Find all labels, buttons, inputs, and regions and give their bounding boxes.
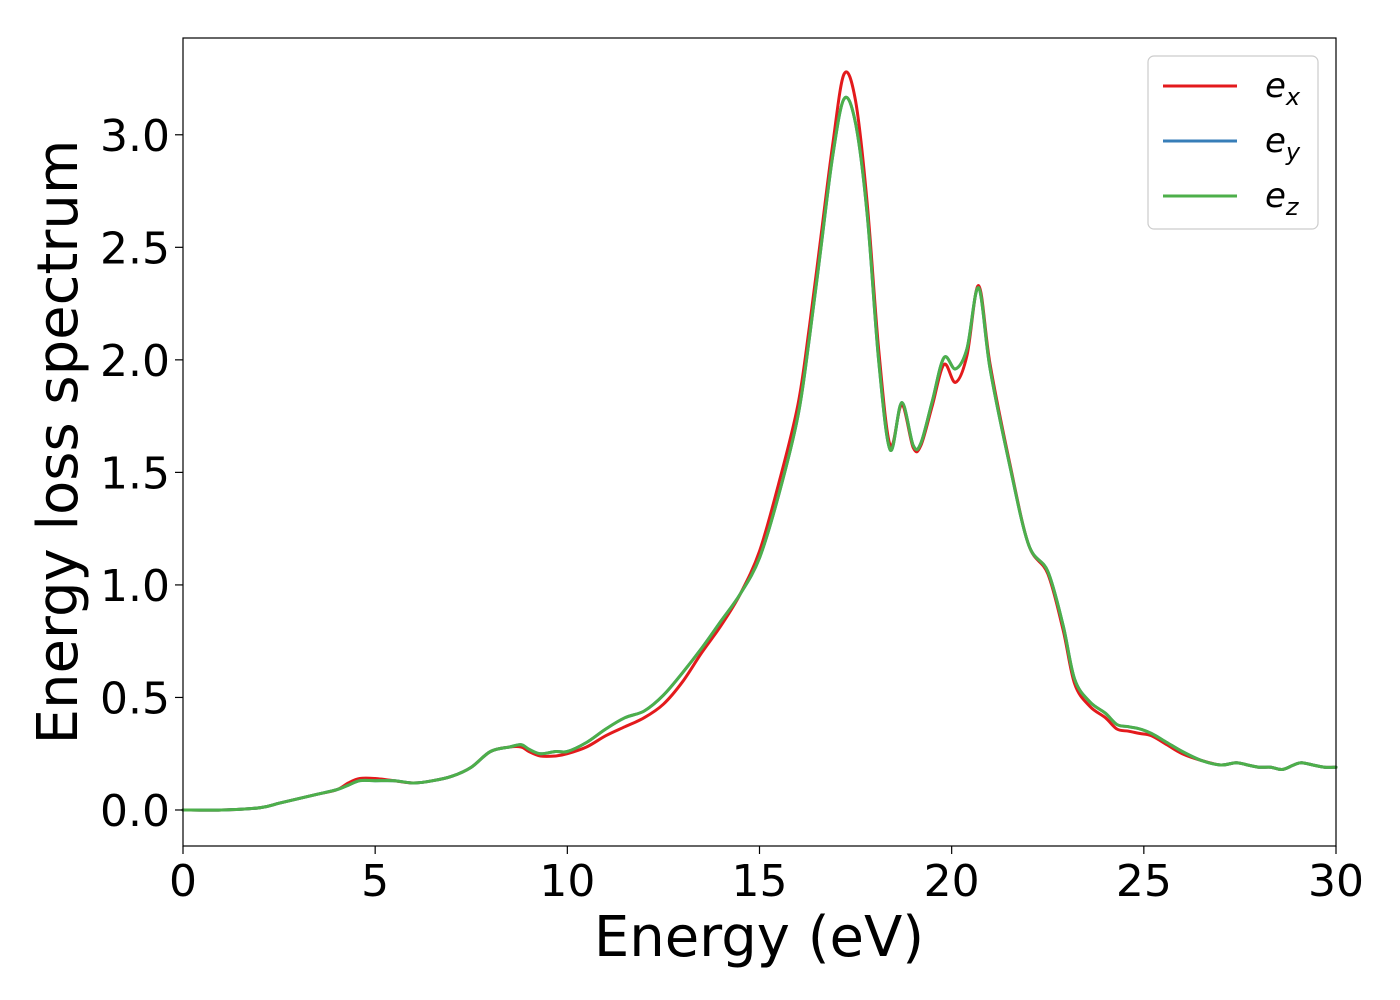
y-tick-label: 1.5	[100, 448, 170, 499]
y-axis: 0.0 0.5 1.0 1.5 2.0 2.5 3.0	[100, 111, 183, 837]
legend: ex ey ez	[1147, 55, 1319, 230]
y-tick-label: 3.0	[100, 111, 170, 162]
y-tick-label: 2.5	[100, 223, 170, 274]
x-tick-label: 20	[924, 856, 980, 907]
x-tick-label: 30	[1308, 856, 1364, 907]
y-tick-label: 0.0	[100, 786, 170, 837]
x-tick-label: 5	[361, 856, 389, 907]
series-layer	[181, 70, 1338, 812]
x-tick-label: 25	[1116, 856, 1172, 907]
legend-label-x: ex	[1265, 66, 1301, 111]
legend-label-z: ez	[1265, 176, 1300, 221]
y-tick-label: 0.5	[100, 673, 170, 724]
series-line-z	[181, 95, 1338, 812]
x-axis: 0 5 10 15 20 25 30	[169, 846, 1364, 907]
legend-label-y: ey	[1265, 121, 1301, 166]
x-tick-label: 0	[169, 856, 197, 907]
y-tick-label: 2.0	[100, 336, 170, 387]
x-tick-label: 15	[732, 856, 788, 907]
y-tick-label: 1.0	[100, 561, 170, 612]
x-axis-label: Energy (eV)	[594, 905, 924, 970]
x-tick-label: 10	[539, 856, 595, 907]
y-axis-label: Energy loss spectrum	[26, 140, 91, 745]
